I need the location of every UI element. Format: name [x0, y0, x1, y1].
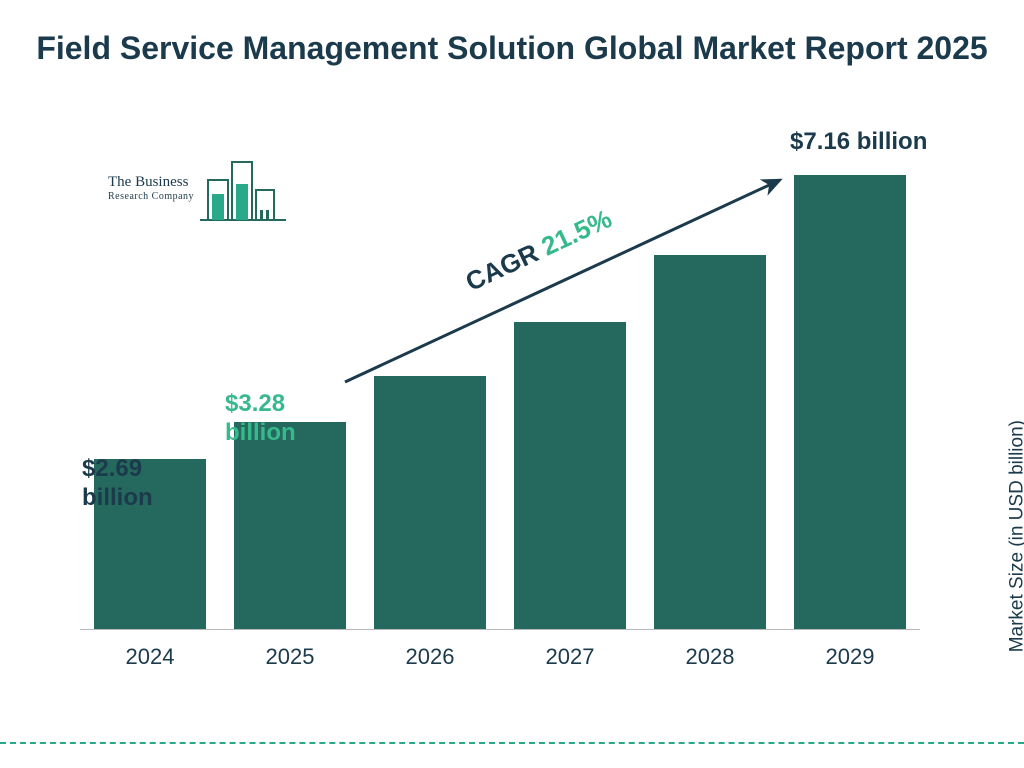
bar-2025	[220, 422, 360, 630]
xlabel-2028: 2028	[640, 644, 780, 670]
bar-2028	[640, 255, 780, 630]
bar-group	[80, 150, 920, 630]
xlabel-2026: 2026	[360, 644, 500, 670]
y-axis-label: Market Size (in USD billion)	[1006, 420, 1024, 652]
callout-2024-line1: $2.69	[82, 455, 153, 484]
x-axis-baseline	[80, 629, 920, 630]
xlabel-2024: 2024	[80, 644, 220, 670]
xlabel-2025: 2025	[220, 644, 360, 670]
xlabel-2029: 2029	[780, 644, 920, 670]
chart-title: Field Service Management Solution Global…	[0, 0, 1024, 68]
bar-rect-2028	[654, 255, 766, 630]
bar-rect-2025	[234, 422, 346, 630]
x-axis-labels: 202420252026202720282029	[80, 644, 920, 670]
chart-area: 202420252026202720282029	[80, 150, 920, 670]
value-callout-2029: $7.16 billion	[790, 128, 927, 157]
value-callout-2024: $2.69 billion	[82, 455, 153, 513]
bar-rect-2029	[794, 175, 906, 630]
bar-2026	[360, 376, 500, 630]
xlabel-2027: 2027	[500, 644, 640, 670]
callout-2025-line1: $3.28	[225, 390, 296, 419]
value-callout-2025: $3.28 billion	[225, 390, 296, 448]
bar-2029	[780, 175, 920, 630]
bar-rect-2026	[374, 376, 486, 630]
bar-2027	[500, 322, 640, 630]
footer-divider	[0, 742, 1024, 744]
bar-rect-2027	[514, 322, 626, 630]
callout-2025-line2: billion	[225, 419, 296, 448]
callout-2024-line2: billion	[82, 484, 153, 513]
